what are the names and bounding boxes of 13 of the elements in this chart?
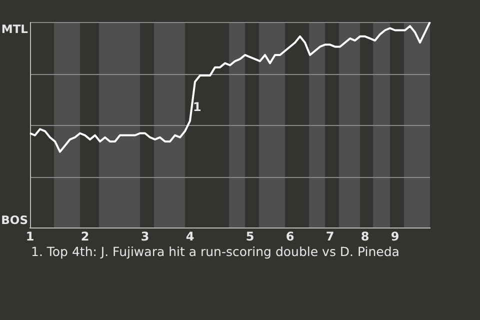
x-tick-label: 5 [246, 229, 254, 244]
x-tick-label: 3 [140, 229, 150, 244]
text: 1. Top 4th: J. Fujiwara hit a run-scoring double vs D. Pineda [31, 244, 400, 259]
text: MTL [1, 22, 28, 36]
x-tick-label: 2 [80, 229, 90, 244]
x-tick-label: 4 [186, 229, 194, 244]
x-tick-label: 1 [26, 229, 34, 244]
x-tick-label: 8 [360, 229, 370, 244]
x-tick-label: 6 [286, 229, 294, 244]
text: BOS [1, 213, 28, 227]
x-tick-label: 7 [326, 229, 334, 244]
annotation: 1 [193, 100, 202, 114]
x-tick-label: 9 [390, 229, 400, 244]
